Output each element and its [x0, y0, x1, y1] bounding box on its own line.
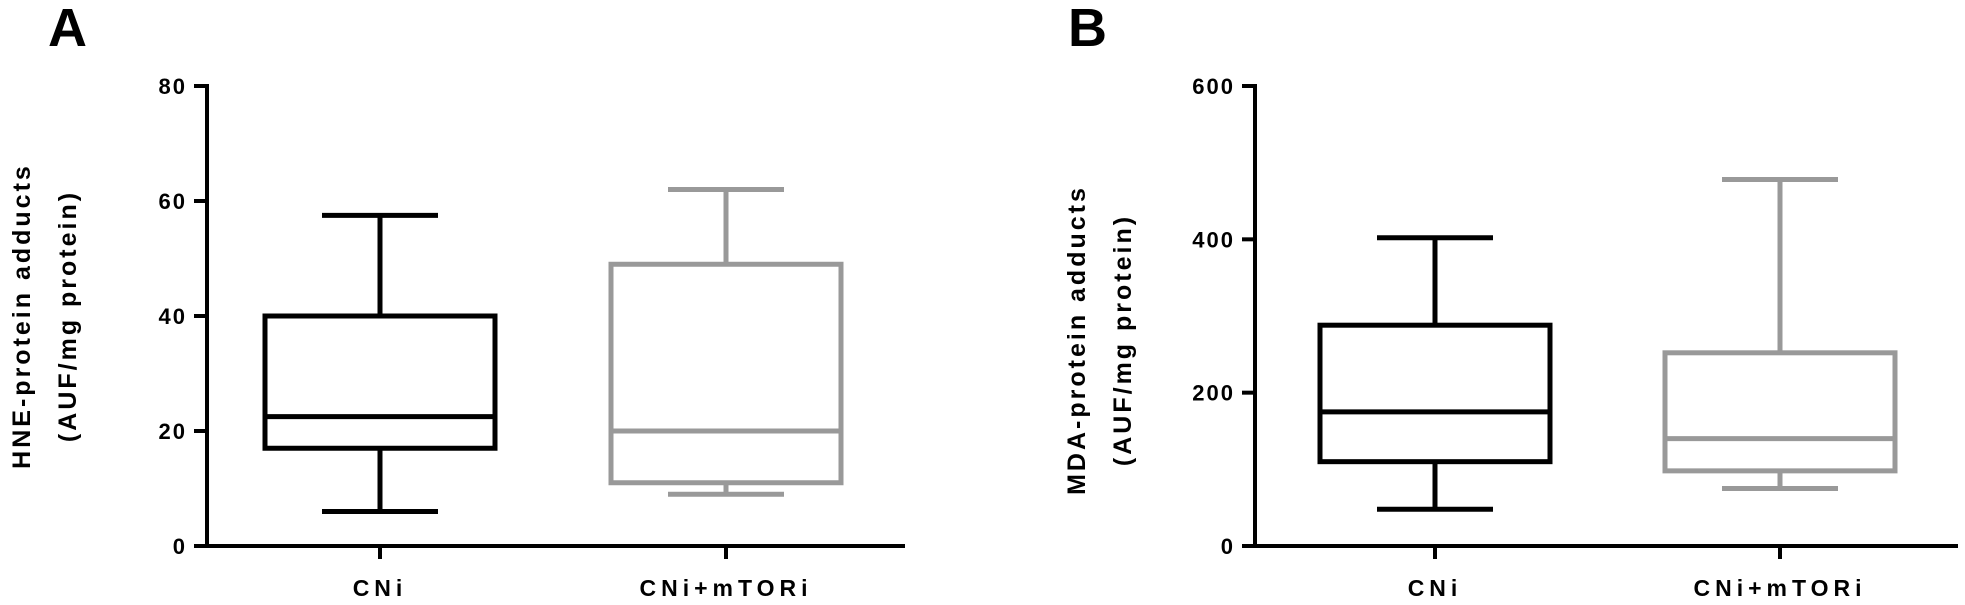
- y-tick-label: 0: [1221, 534, 1235, 559]
- y-tick-label: 400: [1192, 227, 1235, 252]
- y-tick-label: 60: [159, 189, 187, 214]
- x-tick-label: CNi: [1408, 575, 1463, 601]
- x-tick-label: CNi+mTORi: [639, 575, 812, 601]
- panel-label: B: [1068, 0, 1107, 58]
- chart-panel-b: B 0 200 400 600 CNi CNi+mTORi MDA-protein adduc…: [1063, 0, 1958, 601]
- panel-label: A: [48, 0, 87, 58]
- y-tick-label: 80: [159, 74, 187, 99]
- box-cni: [262, 212, 498, 514]
- y-tick-label: 40: [159, 304, 187, 329]
- chart-panel-a: A 0 20 40 60 80 CNi CNi+mTORi HNE-protein adduct…: [8, 0, 905, 601]
- x-tick-label: CNi+mTORi: [1693, 575, 1866, 601]
- iqr-box: [1317, 322, 1553, 465]
- y-axis-title-line: (AUF/mg protein): [54, 190, 82, 442]
- y-axis-title-line: (AUF/mg protein): [1109, 214, 1137, 466]
- iqr-box: [262, 313, 498, 451]
- y-tick-label: 600: [1192, 74, 1235, 99]
- y-axis-title-line: MDA-protein adducts: [1063, 185, 1091, 495]
- box-cni-mtori: [608, 187, 844, 497]
- box-cni: [1317, 235, 1553, 512]
- y-axis-title-line: HNE-protein adducts: [8, 163, 36, 469]
- iqr-box: [1662, 350, 1898, 474]
- y-tick-label: 200: [1192, 381, 1235, 406]
- x-tick-label: CNi: [353, 575, 408, 601]
- y-tick-label: 20: [159, 419, 187, 444]
- box-cni-mtori: [1662, 177, 1898, 491]
- y-tick-label: 0: [173, 534, 187, 559]
- iqr-box: [608, 261, 844, 486]
